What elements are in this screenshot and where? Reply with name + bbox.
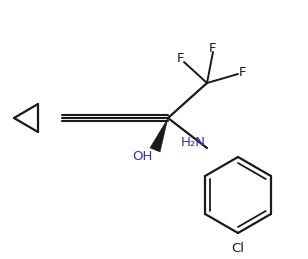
Text: H₂N: H₂N	[181, 136, 206, 149]
Text: Cl: Cl	[232, 241, 245, 255]
Text: F: F	[176, 52, 184, 64]
Polygon shape	[150, 118, 168, 152]
Text: OH: OH	[133, 150, 153, 163]
Text: F: F	[238, 66, 246, 78]
Text: F: F	[209, 41, 217, 54]
